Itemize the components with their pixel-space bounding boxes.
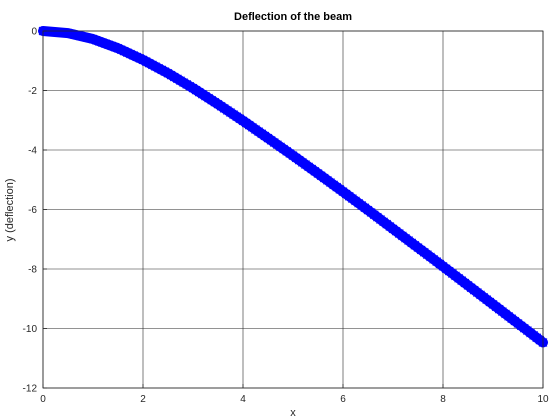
x-tick-label: 10 xyxy=(537,394,549,405)
data-point-marker xyxy=(132,52,142,62)
data-point-marker xyxy=(91,35,101,45)
x-axis-label: x xyxy=(290,407,296,419)
data-point-marker xyxy=(94,36,104,46)
data-point-marker xyxy=(110,42,120,52)
y-tick-label: -2 xyxy=(28,86,37,97)
data-point-marker xyxy=(85,33,95,43)
y-axis-ticks: 0 -2 -4 -6 -8 -10 -12 xyxy=(23,27,47,395)
x-tick-label: 4 xyxy=(240,394,246,405)
x-tick-label: 8 xyxy=(440,394,446,405)
y-axis-label: y (deflection) xyxy=(4,179,16,242)
data-point-marker xyxy=(113,43,123,53)
y-tick-label: -4 xyxy=(28,146,37,157)
data-point-marker xyxy=(129,51,138,60)
x-tick-label: 6 xyxy=(340,394,346,405)
data-point-marker xyxy=(104,40,113,50)
data-point-marker xyxy=(101,39,110,48)
data-point-marker xyxy=(126,49,135,59)
data-point-marker xyxy=(135,54,145,63)
grid xyxy=(42,30,544,389)
x-axis-ticks: 0 2 4 6 8 10 xyxy=(40,384,549,405)
data-point-marker xyxy=(107,41,117,51)
data-point-marker xyxy=(119,46,129,56)
chart-title: Deflection of the beam xyxy=(234,11,352,23)
data-point-marker xyxy=(98,38,107,47)
series-layer xyxy=(38,26,548,348)
y-tick-label: -12 xyxy=(23,384,38,395)
x-tick-label: 2 xyxy=(140,394,146,405)
x-tick-label: 0 xyxy=(40,394,46,405)
y-tick-label: 0 xyxy=(31,27,37,38)
y-tick-label: -8 xyxy=(28,265,37,276)
data-point-marker xyxy=(88,34,98,44)
y-tick-label: -6 xyxy=(28,205,37,216)
data-point-marker xyxy=(123,48,132,57)
y-tick-label: -10 xyxy=(23,324,38,335)
data-point-marker xyxy=(116,45,126,55)
